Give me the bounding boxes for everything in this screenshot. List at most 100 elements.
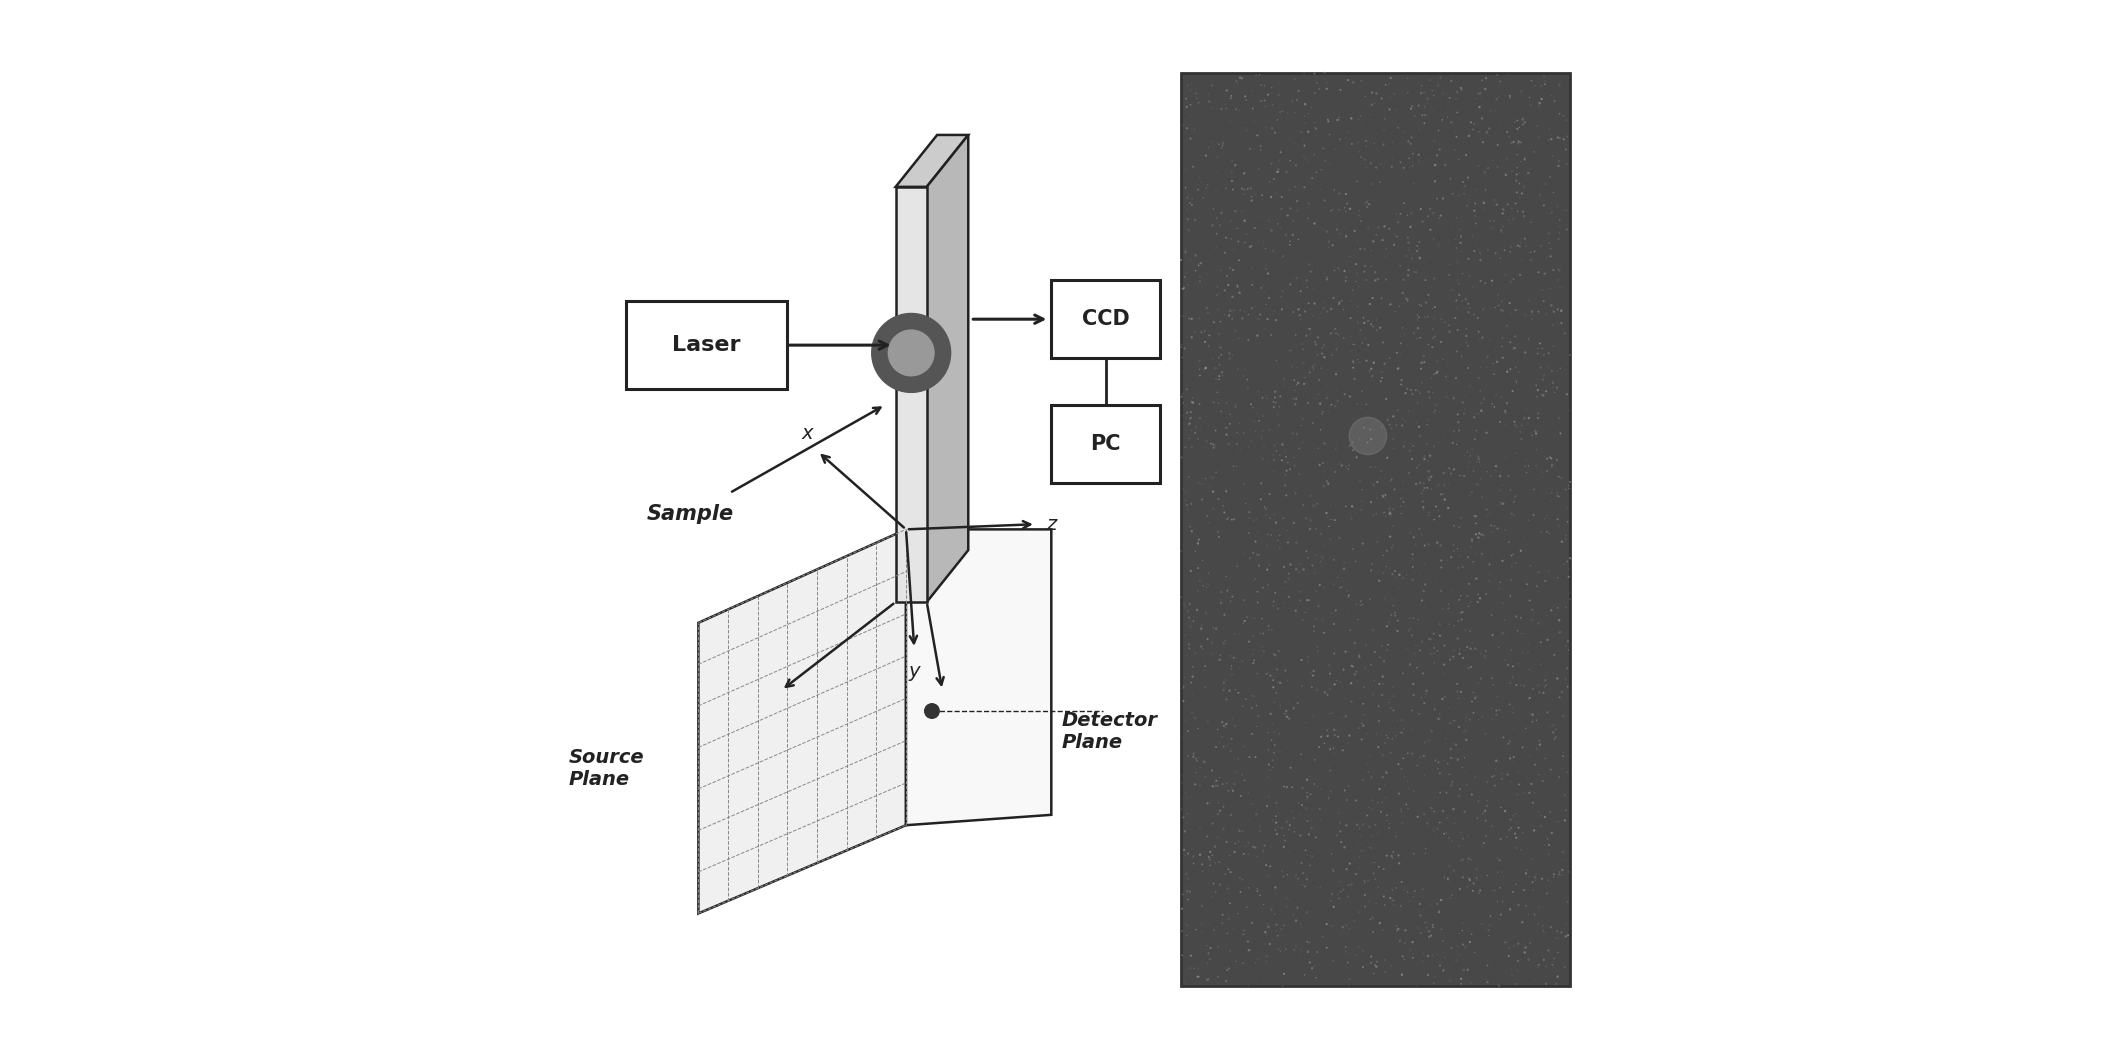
Point <box>1511 951 1545 967</box>
Point <box>1373 473 1407 490</box>
Point <box>1456 381 1490 398</box>
Point <box>1513 785 1547 801</box>
Point <box>1259 917 1293 933</box>
Point <box>1319 263 1352 279</box>
Point <box>1280 688 1314 705</box>
Point <box>1209 834 1242 850</box>
Point <box>1261 76 1295 92</box>
Point <box>1164 543 1198 559</box>
Point <box>1507 208 1540 224</box>
Point <box>1249 741 1283 758</box>
Point <box>1304 162 1338 179</box>
Point <box>1181 85 1215 102</box>
Point <box>1181 182 1215 198</box>
Point <box>1278 390 1312 407</box>
Point <box>1479 882 1513 899</box>
Point <box>1299 120 1333 137</box>
Point <box>1420 896 1454 912</box>
Point <box>1245 766 1278 783</box>
Point <box>1507 882 1540 899</box>
Point <box>1509 464 1542 481</box>
Point <box>1376 471 1409 488</box>
Point <box>1352 893 1386 909</box>
Point <box>1276 883 1310 900</box>
Point <box>1411 90 1445 107</box>
Point <box>1217 302 1251 319</box>
Point <box>1445 604 1479 621</box>
Point <box>1363 914 1397 931</box>
Point <box>1299 969 1333 986</box>
Point <box>1507 116 1540 133</box>
Point <box>1348 140 1382 157</box>
Point <box>1519 457 1553 473</box>
Point <box>1323 579 1357 596</box>
Point <box>1226 955 1259 972</box>
Point <box>1431 601 1464 618</box>
Point <box>1540 198 1574 215</box>
Point <box>1276 716 1310 733</box>
Point <box>1363 649 1397 665</box>
Point <box>1342 143 1376 160</box>
Point <box>1422 814 1456 830</box>
Point <box>1299 258 1333 275</box>
Point <box>1532 846 1566 863</box>
Point <box>1536 147 1570 164</box>
Point <box>1399 883 1433 900</box>
Point <box>1405 355 1439 372</box>
Point <box>1401 306 1435 323</box>
Point <box>1513 244 1547 261</box>
Point <box>1200 371 1234 387</box>
Point <box>1331 977 1365 993</box>
Point <box>1278 912 1312 929</box>
Point <box>1494 305 1528 322</box>
Point <box>1297 662 1331 679</box>
Point <box>1515 874 1549 891</box>
Point <box>1515 303 1549 320</box>
Point <box>1304 305 1338 322</box>
Point <box>1342 904 1376 921</box>
Point <box>1365 290 1399 306</box>
Point <box>1490 692 1523 709</box>
Point <box>1234 550 1268 567</box>
Point <box>1418 270 1452 286</box>
Point <box>1395 98 1428 114</box>
Point <box>1283 555 1316 572</box>
Point <box>1228 235 1261 251</box>
Point <box>1445 394 1479 411</box>
Point <box>1373 593 1407 609</box>
Point <box>1213 648 1247 664</box>
Point <box>1416 947 1450 963</box>
Point <box>1302 398 1335 414</box>
Point <box>1316 551 1350 568</box>
Point <box>1166 375 1200 391</box>
Point <box>1226 367 1259 384</box>
Point <box>1310 722 1344 739</box>
Point <box>1285 398 1319 414</box>
Point <box>1424 785 1458 801</box>
Point <box>1435 777 1469 794</box>
Point <box>1538 941 1572 958</box>
Point <box>1338 223 1371 240</box>
Point <box>1323 82 1357 99</box>
Point <box>1302 598 1335 614</box>
Point <box>1264 446 1297 463</box>
Point <box>1433 322 1466 338</box>
Point <box>1287 274 1321 291</box>
Point <box>1331 195 1365 212</box>
Point <box>1228 88 1261 105</box>
Point <box>1287 132 1321 148</box>
Point <box>1190 300 1223 317</box>
Point <box>1494 135 1528 152</box>
Point <box>1511 331 1545 348</box>
Point <box>1175 550 1209 567</box>
Point <box>1456 228 1490 245</box>
Point <box>1255 97 1289 113</box>
Point <box>1223 302 1257 319</box>
Point <box>1299 168 1333 185</box>
Point <box>1519 441 1553 458</box>
Point <box>1217 262 1251 278</box>
Point <box>1325 919 1359 935</box>
Point <box>1310 389 1344 406</box>
Point <box>1350 160 1384 176</box>
Point <box>1297 114 1331 131</box>
